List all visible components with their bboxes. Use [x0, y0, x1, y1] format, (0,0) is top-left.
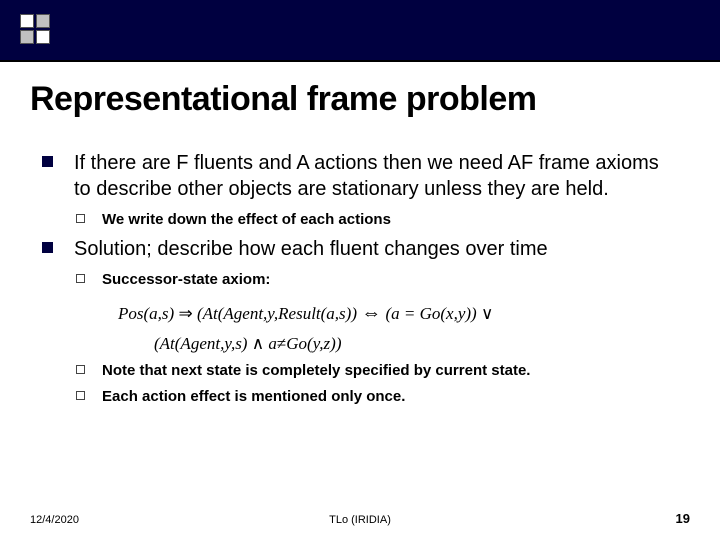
- and-symbol: ∧: [252, 334, 264, 353]
- footer-page: 19: [676, 511, 690, 526]
- decor-square: [36, 14, 50, 28]
- hollow-square-icon: [76, 214, 85, 223]
- iff-symbol: ⇔: [361, 302, 381, 324]
- neq-symbol: ≠: [277, 334, 286, 353]
- axiom-text: Pos(a,s): [118, 304, 178, 323]
- axiom-line: (At(Agent,y,s) ∧ a≠Go(y,z)): [40, 333, 680, 355]
- footer-center: TLo (IRIDIA): [329, 514, 391, 526]
- axiom-line: Pos(a,s) ⇒ (At(Agent,y,Result(a,s)) ⇔ (a…: [40, 295, 680, 331]
- or-symbol: ∨: [481, 304, 493, 323]
- bullet-text: Solution; describe how each fluent chang…: [74, 238, 548, 260]
- axiom-text: a: [264, 334, 277, 353]
- divider: [0, 60, 720, 62]
- decor-square: [20, 14, 34, 28]
- top-bar: [0, 0, 720, 60]
- slide: Representational frame problem If there …: [0, 0, 720, 540]
- square-bullet-icon: [42, 156, 53, 167]
- bullet-text: If there are F fluents and A actions the…: [74, 152, 659, 200]
- bullet-level2: We write down the effect of each actions: [40, 210, 680, 230]
- hollow-square-icon: [76, 274, 85, 283]
- bullet-text: Note that next state is completely speci…: [102, 362, 530, 379]
- bullet-text: Successor-state axiom:: [102, 271, 270, 288]
- slide-title: Representational frame problem: [30, 80, 536, 119]
- bullet-level1: If there are F fluents and A actions the…: [40, 150, 680, 202]
- content-area: If there are F fluents and A actions the…: [40, 150, 680, 412]
- implies-symbol: ⇒: [178, 304, 192, 323]
- bullet-text: Each action effect is mentioned only onc…: [102, 388, 405, 405]
- decor-square: [36, 30, 50, 44]
- bullet-text: We write down the effect of each actions: [102, 211, 391, 228]
- axiom-text: (a = Go(x,y)): [381, 304, 481, 323]
- square-bullet-icon: [42, 242, 53, 253]
- axiom-text: (At(Agent,y,s): [154, 334, 252, 353]
- hollow-square-icon: [76, 365, 85, 374]
- bullet-level2: Each action effect is mentioned only onc…: [40, 387, 680, 407]
- bullet-level2: Successor-state axiom:: [40, 270, 680, 290]
- hollow-square-icon: [76, 391, 85, 400]
- decor-square: [20, 30, 34, 44]
- axiom-text: (At(Agent,y,Result(a,s)): [193, 304, 362, 323]
- bullet-level2: Note that next state is completely speci…: [40, 361, 680, 381]
- axiom-text: Go(y,z)): [286, 334, 341, 353]
- footer-date: 12/4/2020: [30, 514, 79, 526]
- bullet-level1: Solution; describe how each fluent chang…: [40, 236, 680, 262]
